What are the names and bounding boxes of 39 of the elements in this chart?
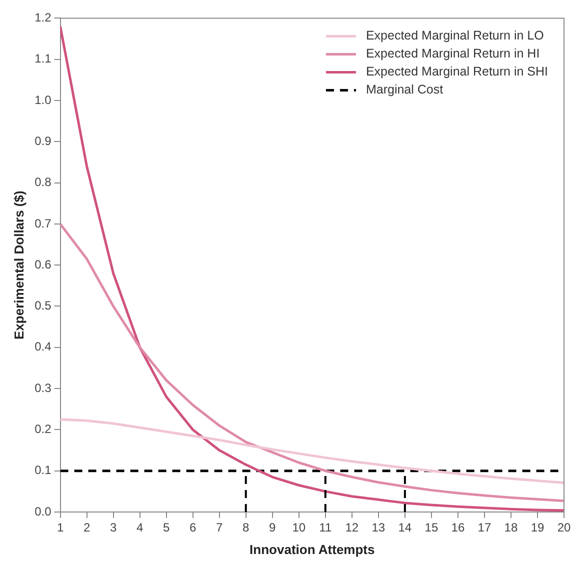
x-tick-label: 4: [136, 520, 144, 535]
x-tick-label: 7: [216, 520, 224, 535]
x-tick-label: 19: [530, 520, 544, 535]
x-tick-label: 6: [189, 520, 196, 535]
y-tick-label: 1.0: [34, 92, 52, 107]
x-tick-label: 10: [292, 520, 306, 535]
legend-label: Marginal Cost: [366, 82, 444, 97]
x-tick-label: 13: [372, 520, 386, 535]
y-tick-label: 0.7: [34, 216, 52, 230]
x-tick-label: 11: [319, 520, 332, 535]
y-tick-label: 0.0: [34, 504, 52, 518]
x-tick-label: 16: [451, 520, 465, 535]
y-tick-label: 0.2: [34, 422, 52, 436]
legend-label: Expected Marginal Return in SHI: [366, 64, 548, 79]
x-tick-label: 9: [269, 520, 276, 535]
x-tick-label: 14: [398, 520, 412, 535]
legend-label: Expected Marginal Return in HI: [366, 46, 540, 61]
y-tick-label: 0.9: [34, 134, 52, 148]
x-tick-label: 18: [504, 520, 518, 535]
y-tick-label: 0.4: [34, 340, 52, 354]
y-tick-label: 0.1: [34, 463, 52, 478]
x-tick-label: 12: [345, 520, 359, 535]
x-tick-label: 1: [56, 520, 64, 535]
x-axis-title: Innovation Attempts: [250, 542, 375, 557]
y-tick-label: 0.3: [34, 380, 52, 395]
y-tick-label: 1.2: [34, 10, 52, 25]
x-tick-label: 5: [162, 520, 170, 535]
y-tick-label: 0.5: [34, 298, 52, 313]
x-tick-label: 20: [557, 520, 571, 535]
x-tick-label: 15: [424, 520, 438, 535]
legend-label: Expected Marginal Return in LO: [366, 28, 544, 43]
y-tick-label: 0.8: [34, 175, 52, 190]
x-tick-label: 8: [242, 520, 250, 535]
x-tick-label: 3: [110, 520, 117, 535]
y-tick-label: 1.1: [34, 52, 52, 66]
x-tick-label: 2: [83, 520, 90, 535]
y-axis-title: Experimental Dollars ($): [11, 190, 26, 340]
x-tick-label: 17: [478, 520, 492, 535]
y-tick-label: 0.6: [34, 257, 52, 272]
